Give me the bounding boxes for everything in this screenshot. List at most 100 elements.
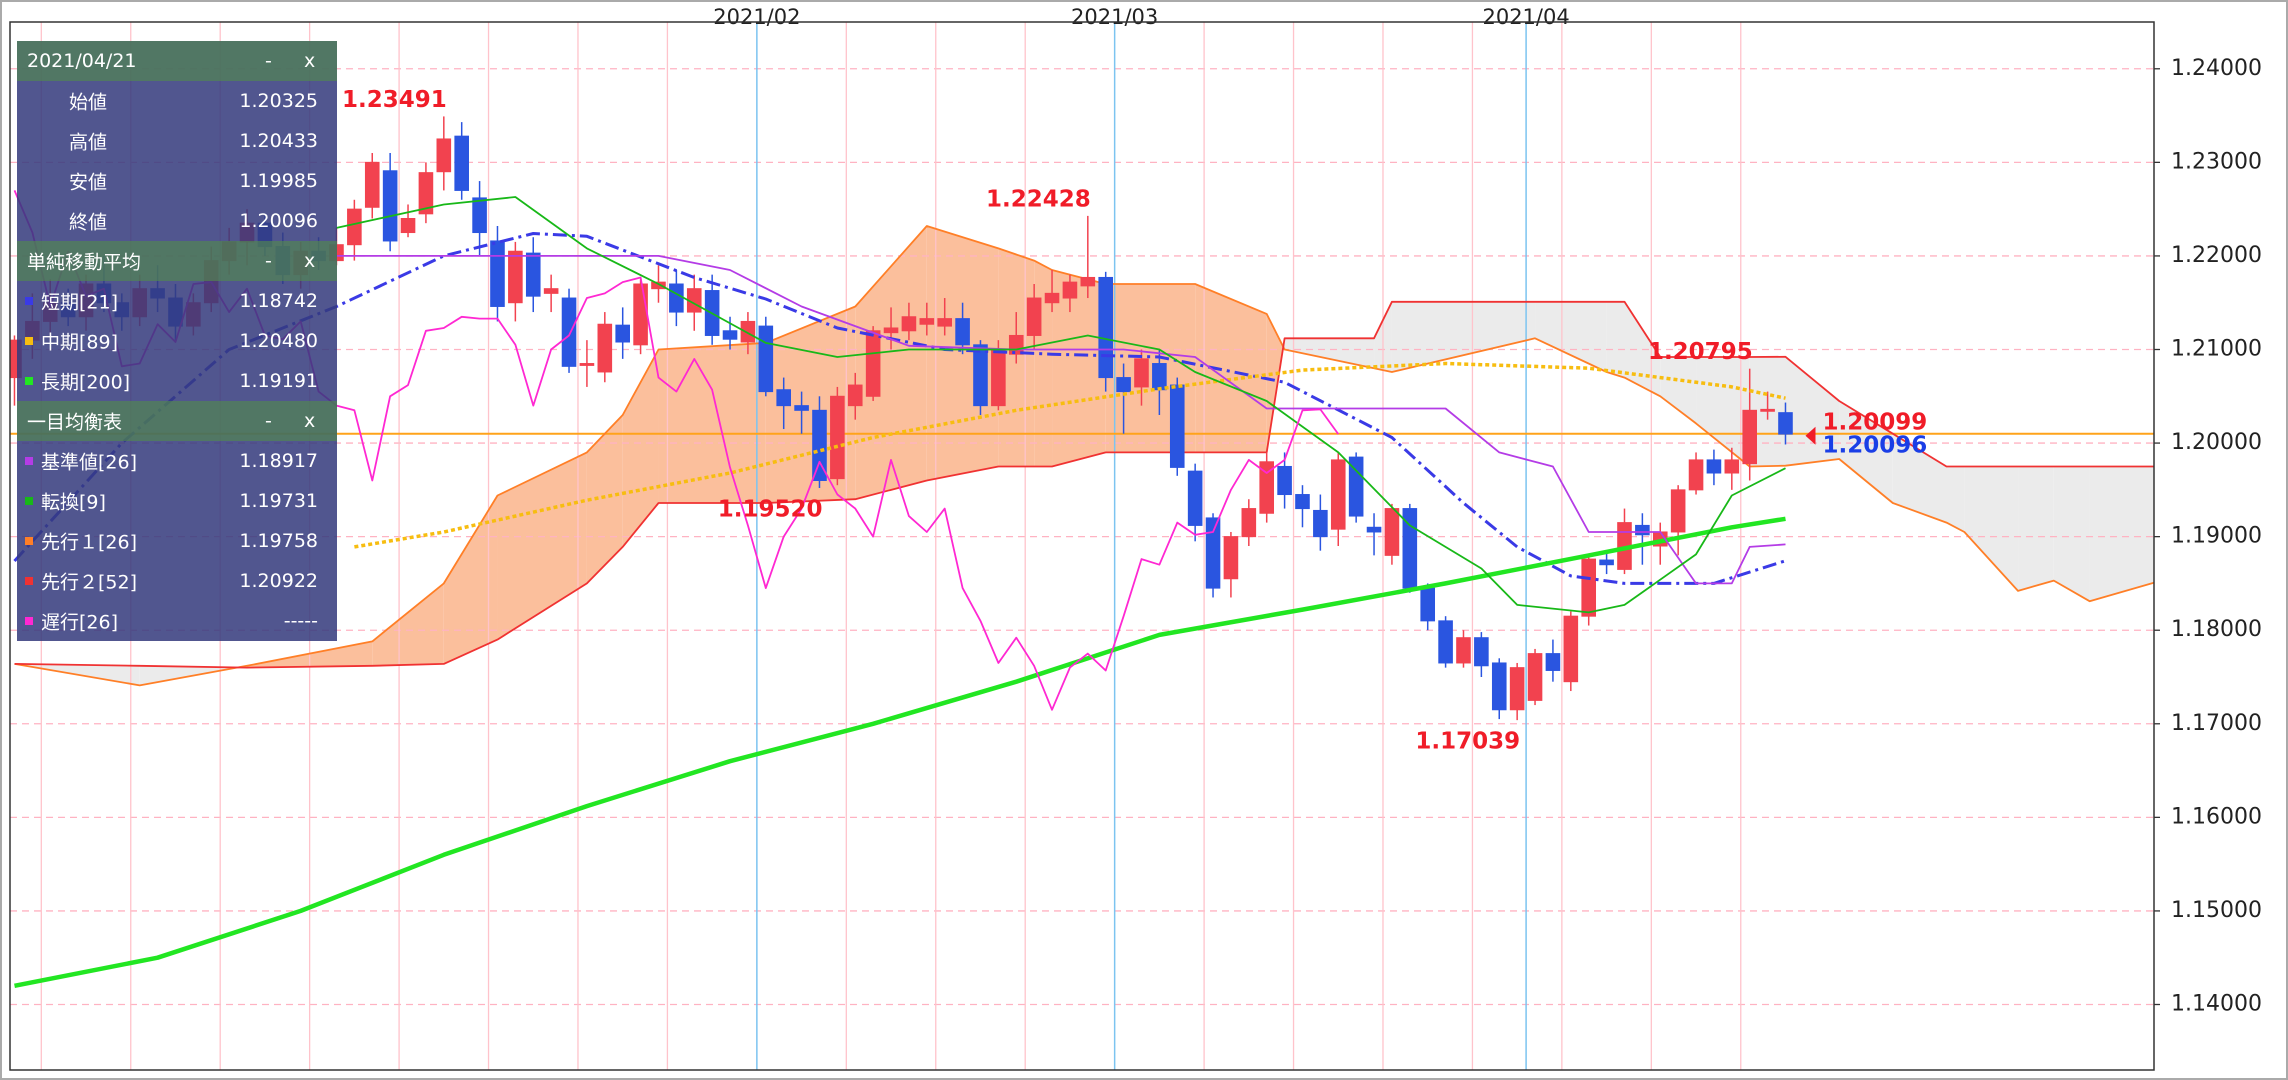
y-tick-label: 1.14000: [2171, 992, 2262, 1017]
candle-body: [633, 283, 648, 346]
candle-body: [1205, 517, 1221, 589]
candle-body: [991, 349, 1006, 407]
legend-label: 先行２[52]: [41, 571, 138, 594]
candle-body: [1688, 459, 1704, 491]
candle-body: [508, 250, 523, 304]
y-tick-label: 1.23000: [2171, 149, 2262, 174]
y-tick-label: 1.18000: [2171, 617, 2262, 642]
cloud: [1391, 301, 1536, 372]
candle-body: [1527, 653, 1543, 701]
panel-label: 始値: [69, 91, 108, 114]
cloud: [1284, 338, 1375, 369]
candle-body: [1366, 526, 1382, 533]
candle-body: [1098, 276, 1114, 379]
candle-body: [1348, 456, 1364, 517]
price-label: 1.20099: [1822, 409, 1927, 435]
candle-body: [1456, 637, 1471, 664]
candle-body: [1670, 489, 1686, 533]
cloud: [1266, 313, 1285, 453]
x-tick-label: 2021/04: [1482, 5, 1569, 29]
candle-body: [364, 161, 380, 208]
indicator-line: [336, 255, 1786, 585]
candle-body: [1169, 384, 1185, 468]
plot-frame: [9, 21, 2155, 1071]
y-tick-label: 1.21000: [2171, 337, 2262, 362]
panel-close[interactable]: x: [304, 250, 316, 272]
y-tick-label: 1.16000: [2171, 804, 2262, 829]
candle-body: [1635, 524, 1650, 536]
candle-body: [1152, 363, 1167, 391]
panel-value: 1.19191: [239, 370, 318, 392]
panel-close[interactable]: x: [304, 50, 316, 72]
legend-marker: [25, 497, 33, 505]
candle-body: [973, 344, 988, 407]
panel-row: 短期[21] 1.18742: [17, 281, 337, 321]
candle-body: [1187, 470, 1203, 526]
candle-body: [1295, 494, 1310, 510]
panel-minimize[interactable]: -: [265, 250, 272, 272]
panel-header: 2021/04/21 - x: [17, 41, 337, 81]
legend-marker: [25, 297, 33, 305]
candle-body: [490, 240, 505, 307]
candle-body: [1545, 653, 1561, 671]
x-tick-label: 2021/02: [713, 5, 800, 29]
panel-minimize[interactable]: -: [265, 410, 272, 432]
candle-body: [1026, 297, 1042, 336]
legend-label: 基準値[26]: [41, 451, 138, 474]
info-panel: 2021/04/21 - x 始値 1.20325 高値 1.20433 安値 1.19985 終…: [17, 41, 337, 641]
candle-body: [1474, 637, 1489, 667]
panel-label: 終値: [69, 211, 108, 234]
candle-body: [418, 172, 434, 215]
legend-label: 長期[200]: [41, 371, 131, 394]
panel-close[interactable]: x: [304, 410, 316, 432]
candle-body: [1241, 508, 1257, 538]
candle-body: [794, 405, 809, 411]
candle-body: [1599, 559, 1614, 566]
cloud: [1785, 356, 1840, 466]
cloud: [1660, 356, 1697, 424]
legend-label: 遅行[26]: [41, 611, 119, 634]
candle-body: [525, 252, 541, 297]
legend-marker: [25, 537, 33, 545]
candle-body: [1760, 408, 1775, 412]
panel-value: 1.19731: [239, 490, 318, 512]
panel-row: 始値 1.20325: [17, 81, 337, 121]
cloud: [2053, 466, 2090, 602]
candle-body: [1313, 509, 1328, 538]
legend-label: 中期[89]: [41, 331, 119, 354]
panel-row: 先行１[26] 1.19758: [17, 521, 337, 561]
candle-body: [865, 330, 881, 397]
candle-body: [955, 318, 970, 346]
candle-body: [901, 316, 917, 332]
cloud: [497, 452, 587, 640]
candle-body: [1062, 281, 1078, 299]
panel-header: 一目均衡表 - x: [17, 401, 337, 441]
price-label: 1.20096: [1822, 433, 1927, 459]
candle-body: [454, 135, 469, 191]
indicator-line: [354, 361, 1786, 549]
candle-body: [883, 327, 899, 334]
candle-body: [1223, 536, 1239, 580]
x-tick-label: 2021/03: [1071, 5, 1158, 29]
y-tick-label: 1.24000: [2171, 56, 2262, 81]
candle-body: [436, 138, 452, 173]
candle-body: [400, 218, 416, 234]
candle-body: [758, 325, 774, 393]
candle-body: [651, 281, 666, 290]
candle-body: [1134, 358, 1149, 388]
candle-body: [472, 197, 487, 234]
panel-value: 1.20433: [239, 130, 318, 152]
panel-value: 1.20325: [239, 90, 318, 112]
candle-body: [1116, 377, 1131, 393]
cloud: [1052, 269, 1106, 467]
panel-minimize[interactable]: -: [265, 50, 272, 72]
y-tick-label: 1.20000: [2171, 430, 2262, 455]
y-tick-label: 1.22000: [2171, 243, 2262, 268]
legend-marker: [25, 577, 33, 585]
panel-row: 高値 1.20433: [17, 121, 337, 161]
candle-body: [1259, 461, 1275, 514]
panel-row: 基準値[26] 1.18917: [17, 441, 337, 481]
candle-body: [1277, 465, 1292, 496]
